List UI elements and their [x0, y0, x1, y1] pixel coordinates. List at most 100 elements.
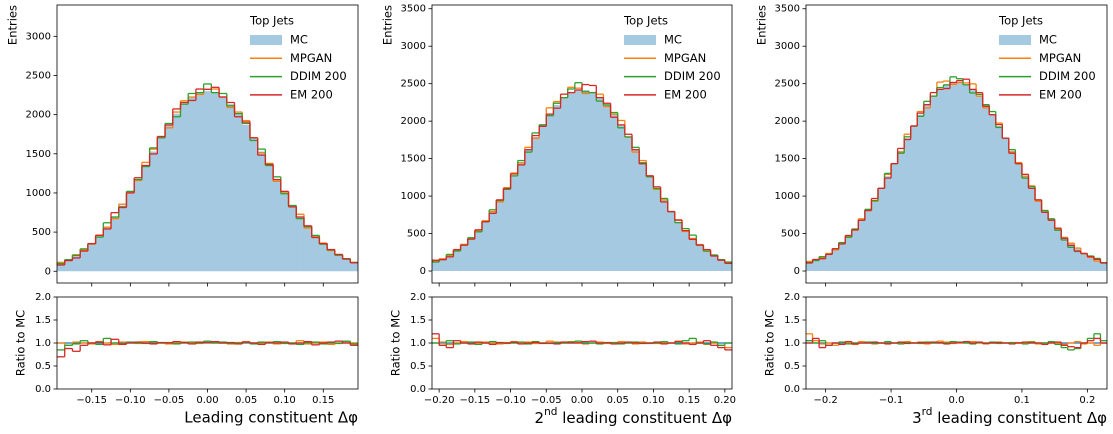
- hist-bar: [806, 262, 813, 272]
- hist-bar: [910, 126, 918, 272]
- hist-bar: [546, 114, 554, 272]
- ratio-plot: [432, 333, 732, 351]
- hist-bar: [724, 262, 732, 272]
- y-axis-label: Entries: [755, 5, 769, 45]
- x-label-sup: rd: [922, 406, 933, 418]
- hist-bar: [989, 114, 997, 272]
- hist-bar: [1093, 260, 1101, 272]
- y-tick-label: 2000: [401, 116, 426, 127]
- hist-bar: [891, 163, 898, 272]
- hist-bar: [653, 188, 661, 272]
- hist-bar: [489, 211, 497, 272]
- legend-label: MPGAN: [1039, 51, 1081, 65]
- x-tick-label: −0.10: [495, 395, 526, 406]
- hist-bar: [1021, 176, 1029, 272]
- hist-bar: [510, 175, 519, 272]
- y-axis-label: Entries: [6, 5, 20, 45]
- hist-bar: [589, 92, 597, 272]
- hist-bar: [64, 259, 73, 272]
- legend-swatch: [250, 35, 282, 45]
- main-plot: [806, 76, 1107, 272]
- hist-bar: [57, 262, 66, 272]
- legend-label: MC: [664, 33, 682, 47]
- x-tick-label: −0.05: [154, 395, 185, 406]
- hist-bar: [1028, 188, 1036, 272]
- hist-bar: [897, 150, 905, 272]
- hist-bar: [877, 188, 885, 272]
- hist-bar: [95, 236, 104, 272]
- hist-bar: [936, 89, 944, 272]
- hist-bar: [1061, 236, 1069, 272]
- x-tick-label: −0.05: [531, 395, 562, 406]
- hist-bar: [832, 248, 840, 272]
- y-tick-label: 0.0: [35, 384, 51, 395]
- y-tick-label: 0: [45, 266, 51, 277]
- x-tick-label: 0.10: [642, 395, 664, 406]
- hist-bar: [582, 89, 590, 272]
- y-tick-label: 1000: [26, 188, 51, 199]
- hist-bar: [567, 92, 576, 272]
- hist-bar: [432, 262, 440, 272]
- hist-bar: [904, 138, 911, 272]
- hist-bar: [689, 238, 697, 272]
- hist-bar: [273, 179, 282, 272]
- hist-bar: [319, 243, 328, 272]
- hist-bar: [517, 162, 526, 272]
- y-tick-label: 0.0: [410, 384, 426, 395]
- y-tick-label: 1500: [26, 149, 51, 160]
- hist-bar: [111, 216, 120, 272]
- hist-bar: [242, 124, 251, 272]
- hist-bar: [226, 104, 235, 272]
- hist-bar: [211, 92, 220, 272]
- hist-bar: [917, 114, 925, 272]
- y-tick-label: 3000: [775, 41, 800, 52]
- main-plot: [432, 82, 732, 272]
- hist-bar: [825, 253, 833, 272]
- x-label-sup: nd: [544, 406, 557, 418]
- x-tick-label: 0.20: [714, 395, 736, 406]
- hist-bar: [667, 211, 676, 272]
- hist-bar: [539, 124, 547, 272]
- hist-bar: [930, 96, 938, 272]
- x-tick-label: −0.15: [460, 395, 491, 406]
- x-label-part: 2: [535, 409, 545, 427]
- y-tick-label: 500: [32, 227, 51, 238]
- main-plot: [57, 83, 358, 272]
- x-tick-label: 0.2: [1079, 395, 1095, 406]
- ratio-plot: [57, 337, 358, 358]
- hist-bar: [350, 262, 358, 272]
- hist-bar: [203, 91, 212, 272]
- hist-bar: [496, 200, 504, 272]
- y-tick-label: 0.5: [784, 361, 800, 372]
- hist-bar: [639, 162, 647, 272]
- y-tick-label: 1000: [401, 191, 426, 202]
- hist-bar: [596, 97, 604, 272]
- hist-bar: [845, 236, 853, 272]
- hist-bar: [871, 199, 879, 272]
- legend-title: Top Jets: [249, 14, 294, 28]
- y-tick-label: 0.0: [784, 384, 800, 395]
- x-tick-label: 0.10: [274, 395, 296, 406]
- hist-bar: [819, 257, 826, 272]
- hist-bar: [453, 250, 461, 272]
- hist-bar: [976, 96, 983, 272]
- hist-bar: [303, 227, 312, 272]
- hist-bar: [812, 260, 820, 272]
- hist-bar: [72, 255, 81, 272]
- x-label-part: leading constituent Δφ: [557, 409, 732, 427]
- hist-bar: [1035, 199, 1042, 272]
- y-tick-label: 2.0: [784, 292, 800, 303]
- y-tick-label: 0: [794, 266, 800, 277]
- hist-bar: [296, 216, 305, 272]
- y-tick-label: 1500: [775, 154, 800, 165]
- x-tick-label: −0.20: [424, 395, 455, 406]
- ratio-plot: [806, 333, 1107, 351]
- hist-bar: [838, 243, 846, 272]
- hist-bar: [334, 255, 343, 272]
- hist-bar: [474, 230, 483, 272]
- y-tick-label: 500: [781, 229, 800, 240]
- x-axis-label: 3rd leading constituent Δφ: [912, 406, 1107, 427]
- hist-bar: [172, 113, 181, 272]
- y-tick-label: 0.5: [410, 361, 426, 372]
- x-tick-label: 0.05: [607, 395, 629, 406]
